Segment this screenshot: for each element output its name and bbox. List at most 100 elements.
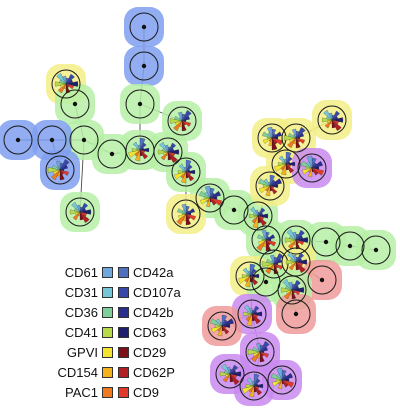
- tree-node: [311, 227, 341, 257]
- legend-label: CD107a: [133, 285, 181, 300]
- pie-wedge: [51, 169, 61, 181]
- pie-wedge: [252, 346, 261, 353]
- pie-wedge: [72, 211, 81, 221]
- pie-wedge: [139, 147, 150, 153]
- pie-wedge: [249, 307, 253, 315]
- pie-wedge: [295, 229, 305, 241]
- pie-wedge: [245, 384, 255, 388]
- pie-wedge: [256, 239, 267, 251]
- pie-wedge: [241, 274, 251, 278]
- pie-wedge: [167, 151, 172, 161]
- tree-node: [281, 247, 311, 277]
- legend-swatch: [118, 327, 129, 338]
- pie-wedge: [251, 313, 261, 325]
- pie-wedge: [167, 142, 176, 153]
- pie-wedge: [302, 167, 313, 175]
- legend-swatch: [102, 327, 113, 338]
- pie-wedge: [55, 160, 61, 171]
- pie-wedge: [54, 81, 67, 87]
- pie-wedge: [282, 279, 293, 291]
- node-ring: [245, 337, 275, 367]
- pie-wedge: [301, 160, 313, 169]
- node-center: [263, 279, 269, 285]
- legend-swatch: [118, 267, 129, 278]
- node-ring: [171, 157, 201, 187]
- pie-wedge: [76, 204, 81, 213]
- pie-wedge: [271, 137, 283, 146]
- pie-wedge: [271, 137, 278, 151]
- pie-wedge: [177, 208, 187, 215]
- tree-node: [171, 157, 201, 187]
- pie-wedge: [209, 197, 222, 206]
- tree-node: [235, 261, 265, 291]
- pie-wedge: [178, 213, 187, 220]
- pie-wedge: [59, 164, 68, 171]
- pie-wedge: [331, 119, 336, 129]
- pie-wedge: [221, 363, 231, 375]
- tree-node: [271, 149, 301, 179]
- node-ring: [167, 106, 197, 136]
- pie-wedge: [181, 120, 187, 132]
- legend-swatch: [102, 267, 113, 278]
- pie-wedge: [271, 372, 283, 381]
- pie-wedge: [253, 373, 260, 387]
- pie-wedge: [229, 371, 242, 377]
- pie-wedge: [331, 110, 340, 121]
- node-ring: [259, 249, 289, 279]
- pie-wedge: [311, 167, 319, 176]
- pie-wedge: [247, 270, 251, 277]
- pie-wedge: [265, 239, 276, 247]
- node-ring: [251, 225, 281, 255]
- legend-label: CD29: [133, 345, 167, 360]
- pie-wedge: [249, 263, 256, 277]
- pie-wedge: [160, 151, 169, 161]
- node-ring: [65, 197, 95, 227]
- node-center: [72, 101, 78, 107]
- pie-wedge: [269, 184, 279, 188]
- pie-wedge: [181, 110, 192, 122]
- node-ring: [195, 183, 225, 213]
- pie-wedge: [56, 73, 67, 85]
- node-ring: [125, 89, 155, 119]
- tree-node: [237, 299, 267, 329]
- pie-wedge: [276, 367, 283, 381]
- pie-wedge: [283, 158, 287, 165]
- pie-wedge: [311, 167, 324, 176]
- pie-wedge: [265, 234, 275, 241]
- pie-wedge: [281, 372, 293, 381]
- node-ring: [311, 227, 341, 257]
- pie-wedge: [185, 169, 196, 175]
- tree-node: [245, 337, 275, 367]
- pie-wedge: [269, 185, 278, 195]
- pie-wedge: [249, 385, 255, 398]
- node-center: [319, 277, 325, 283]
- tree-node: [153, 137, 183, 167]
- pie-wedge: [285, 259, 297, 265]
- pie-wedge: [71, 201, 81, 213]
- legend-item-cd63: CD63: [118, 324, 166, 341]
- node-ring: [297, 153, 327, 183]
- legend-label: CD31: [64, 285, 98, 300]
- pie-wedge: [52, 164, 61, 171]
- pie-wedge: [259, 185, 271, 194]
- pie-wedge: [255, 209, 259, 217]
- pie-wedge: [321, 117, 333, 123]
- pie-wedge: [178, 163, 187, 173]
- node-ring: [243, 201, 273, 231]
- pie-wedge: [281, 379, 294, 388]
- pie-wedge: [139, 137, 146, 151]
- tree-node: [69, 125, 99, 155]
- node-center: [347, 243, 353, 249]
- legend-label: CD36: [64, 305, 98, 320]
- legend-swatch: [118, 367, 129, 378]
- pie-wedge: [229, 364, 238, 375]
- pie-wedge: [257, 207, 266, 217]
- node-ring: [215, 359, 245, 389]
- pie-wedge: [251, 351, 261, 363]
- pie-wedge: [285, 163, 294, 174]
- legend-label: CD41: [64, 325, 98, 340]
- pie-wedge: [246, 313, 253, 327]
- pie-wedge: [331, 119, 342, 131]
- pie-wedge: [58, 83, 67, 94]
- pie-wedge: [262, 131, 273, 139]
